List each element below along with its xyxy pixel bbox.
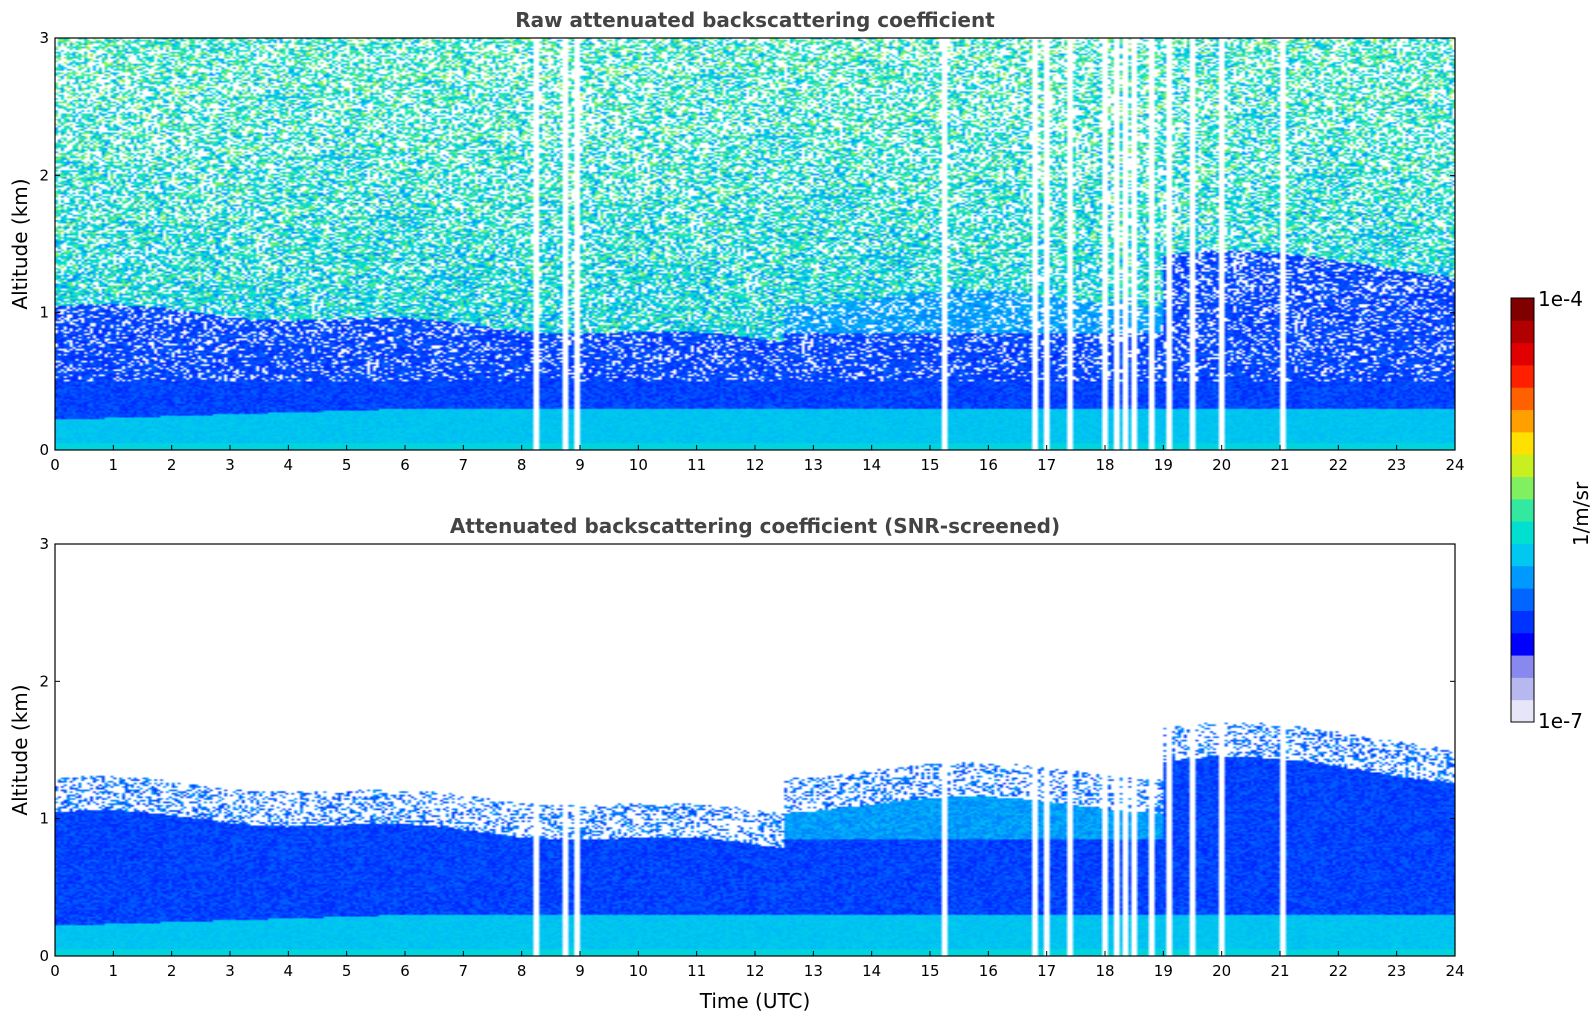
colorbar-segment bbox=[1511, 588, 1534, 611]
colorbar-segment bbox=[1511, 409, 1534, 433]
x-tick-label: 18 bbox=[1095, 962, 1114, 980]
y-tick-label: 2 bbox=[39, 672, 49, 690]
colorbar-segment bbox=[1511, 677, 1534, 701]
colorbar-segment bbox=[1511, 364, 1534, 388]
colorbar-segment bbox=[1511, 632, 1534, 656]
x-tick-label: 20 bbox=[1212, 962, 1231, 980]
x-tick-label: 11 bbox=[687, 962, 706, 980]
colorbar-segment bbox=[1511, 610, 1534, 634]
colorbar-max-label: 1e-4 bbox=[1538, 287, 1583, 311]
colorbar-frame bbox=[1510, 297, 1535, 723]
x-tick-label: 16 bbox=[979, 962, 998, 980]
x-tick-label: 21 bbox=[1270, 456, 1289, 474]
colorbar-segment bbox=[1511, 454, 1534, 478]
x-tick-label: 12 bbox=[745, 962, 764, 980]
colorbar-unit-label: 1/m/sr bbox=[1569, 481, 1593, 546]
x-tick-label: 3 bbox=[225, 962, 235, 980]
x-tick-label: 2 bbox=[167, 456, 177, 474]
x-tick-label: 5 bbox=[342, 962, 352, 980]
panel-1-title: Raw attenuated backscattering coefficien… bbox=[515, 8, 995, 32]
panel-2-heatmap bbox=[55, 544, 1455, 956]
x-tick-label: 1 bbox=[109, 962, 119, 980]
x-tick-label: 20 bbox=[1212, 456, 1231, 474]
colorbar-segment bbox=[1511, 387, 1534, 411]
x-tick-label: 22 bbox=[1329, 962, 1348, 980]
x-tick-label: 24 bbox=[1445, 962, 1464, 980]
x-tick-label: 17 bbox=[1037, 962, 1056, 980]
colorbar-segment bbox=[1511, 498, 1534, 522]
colorbar bbox=[1510, 297, 1535, 723]
colorbar-segment bbox=[1511, 476, 1534, 500]
y-tick-label: 0 bbox=[39, 947, 49, 965]
x-tick-label: 1 bbox=[109, 456, 119, 474]
panel-1-plot: 0 1 2 3 4 5 6 7 8 9 10 11 12 13 14 15 16 17 18 19 20 21 22 23 24… bbox=[39, 29, 1464, 474]
x-tick-label: 6 bbox=[400, 456, 410, 474]
colorbar-segment bbox=[1511, 565, 1534, 589]
panel-1-heatmap bbox=[55, 38, 1455, 450]
colorbar-segment bbox=[1511, 655, 1534, 678]
x-tick-label: 24 bbox=[1445, 456, 1464, 474]
panel-2-ylabel: Altitude (km) bbox=[8, 684, 32, 815]
colorbar-segment bbox=[1511, 320, 1534, 344]
colorbar-segment bbox=[1511, 342, 1534, 366]
x-tick-label: 4 bbox=[284, 456, 294, 474]
x-tick-label: 7 bbox=[459, 962, 469, 980]
x-tick-label: 7 bbox=[459, 456, 469, 474]
x-tick-label: 0 bbox=[50, 962, 60, 980]
x-tick-label: 22 bbox=[1329, 456, 1348, 474]
x-tick-label: 18 bbox=[1095, 456, 1114, 474]
colorbar-segment bbox=[1511, 431, 1534, 455]
y-tick-label: 1 bbox=[39, 304, 49, 322]
x-tick-label: 10 bbox=[629, 456, 648, 474]
x-tick-label: 10 bbox=[629, 962, 648, 980]
x-tick-label: 23 bbox=[1387, 962, 1406, 980]
x-tick-label: 21 bbox=[1270, 962, 1289, 980]
colorbar-min-label: 1e-7 bbox=[1538, 709, 1583, 733]
x-tick-label: 19 bbox=[1154, 456, 1173, 474]
colorbar-segment bbox=[1511, 699, 1534, 723]
x-tick-label: 9 bbox=[575, 962, 585, 980]
y-tick-label: 0 bbox=[39, 441, 49, 459]
colorbar-segment bbox=[1511, 543, 1534, 567]
x-tick-label: 15 bbox=[920, 962, 939, 980]
y-tick-label: 1 bbox=[39, 810, 49, 828]
panel-2-axes: 0 1 2 3 4 5 6 7 8 9 10 11 12 13 14 15 16 17 18 19 20 21 22 23 24… bbox=[39, 535, 1464, 980]
x-tick-label: 17 bbox=[1037, 456, 1056, 474]
x-tick-label: 16 bbox=[979, 456, 998, 474]
x-tick-label: 2 bbox=[167, 962, 177, 980]
y-tick-label: 3 bbox=[39, 535, 49, 553]
x-tick-label: 9 bbox=[575, 456, 585, 474]
colorbar-segment bbox=[1511, 521, 1534, 544]
panel-2-xlabel: Time (UTC) bbox=[699, 989, 811, 1013]
x-tick-label: 11 bbox=[687, 456, 706, 474]
x-tick-label: 13 bbox=[804, 962, 823, 980]
panel-2-plot: 0 1 2 3 4 5 6 7 8 9 10 11 12 13 14 15 16 17 18 19 20 21 22 23 24… bbox=[39, 535, 1464, 980]
y-tick-label: 2 bbox=[39, 166, 49, 184]
x-tick-label: 23 bbox=[1387, 456, 1406, 474]
x-tick-label: 5 bbox=[342, 456, 352, 474]
colorbar-segment bbox=[1511, 298, 1534, 321]
panel-1-ylabel: Altitude (km) bbox=[8, 178, 32, 309]
x-tick-label: 14 bbox=[862, 962, 881, 980]
x-tick-label: 15 bbox=[920, 456, 939, 474]
x-tick-label: 6 bbox=[400, 962, 410, 980]
x-tick-label: 14 bbox=[862, 456, 881, 474]
panel-1-axes: 0 1 2 3 4 5 6 7 8 9 10 11 12 13 14 15 16 17 18 19 20 21 22 23 24… bbox=[39, 29, 1464, 474]
x-tick-label: 0 bbox=[50, 456, 60, 474]
x-tick-label: 8 bbox=[517, 456, 527, 474]
y-tick-label: 3 bbox=[39, 29, 49, 47]
x-tick-label: 13 bbox=[804, 456, 823, 474]
x-tick-label: 12 bbox=[745, 456, 764, 474]
x-tick-label: 3 bbox=[225, 456, 235, 474]
panel-2-title: Attenuated backscattering coefficient (S… bbox=[450, 514, 1060, 538]
x-tick-label: 4 bbox=[284, 962, 294, 980]
x-tick-label: 19 bbox=[1154, 962, 1173, 980]
x-tick-label: 8 bbox=[517, 962, 527, 980]
